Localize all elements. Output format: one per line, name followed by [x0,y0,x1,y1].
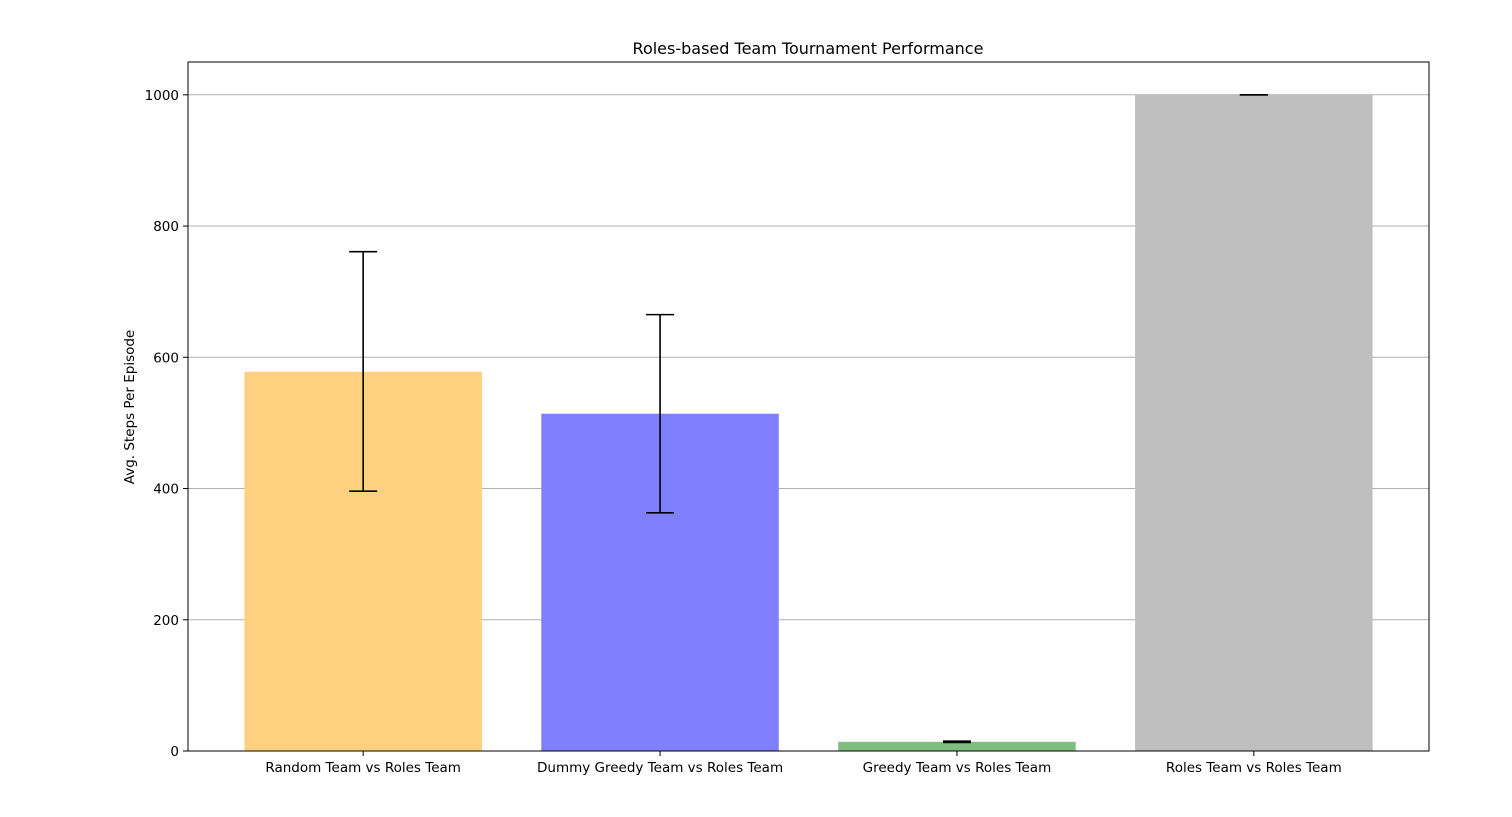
y-axis-ticks: 0 200 400 600 800 1000 [145,88,188,760]
x-tick-label: Random Team vs Roles Team [265,760,461,776]
y-tick-label: 600 [153,350,179,366]
bar [838,741,1076,751]
error-bars [349,94,1268,744]
bar [1135,94,1373,752]
y-tick-label: 200 [153,613,179,629]
x-tick-label: Greedy Team vs Roles Team [863,760,1052,776]
x-tick-label: Dummy Greedy Team vs Roles Team [537,760,783,776]
chart-title: Roles-based Team Tournament Performance [633,39,984,58]
y-tick-label: 1000 [145,88,179,104]
y-tick-label: 800 [153,219,179,235]
y-axis-label: Avg. Steps Per Episode [122,330,138,484]
y-tick-label: 400 [153,482,179,498]
y-tick-label: 0 [170,744,179,760]
x-axis-ticks: Random Team vs Roles Team Dummy Greedy Te… [265,751,1342,776]
axes-frame [187,61,1430,752]
bars [244,94,1373,752]
x-tick-label: Roles Team vs Roles Team [1166,760,1342,776]
